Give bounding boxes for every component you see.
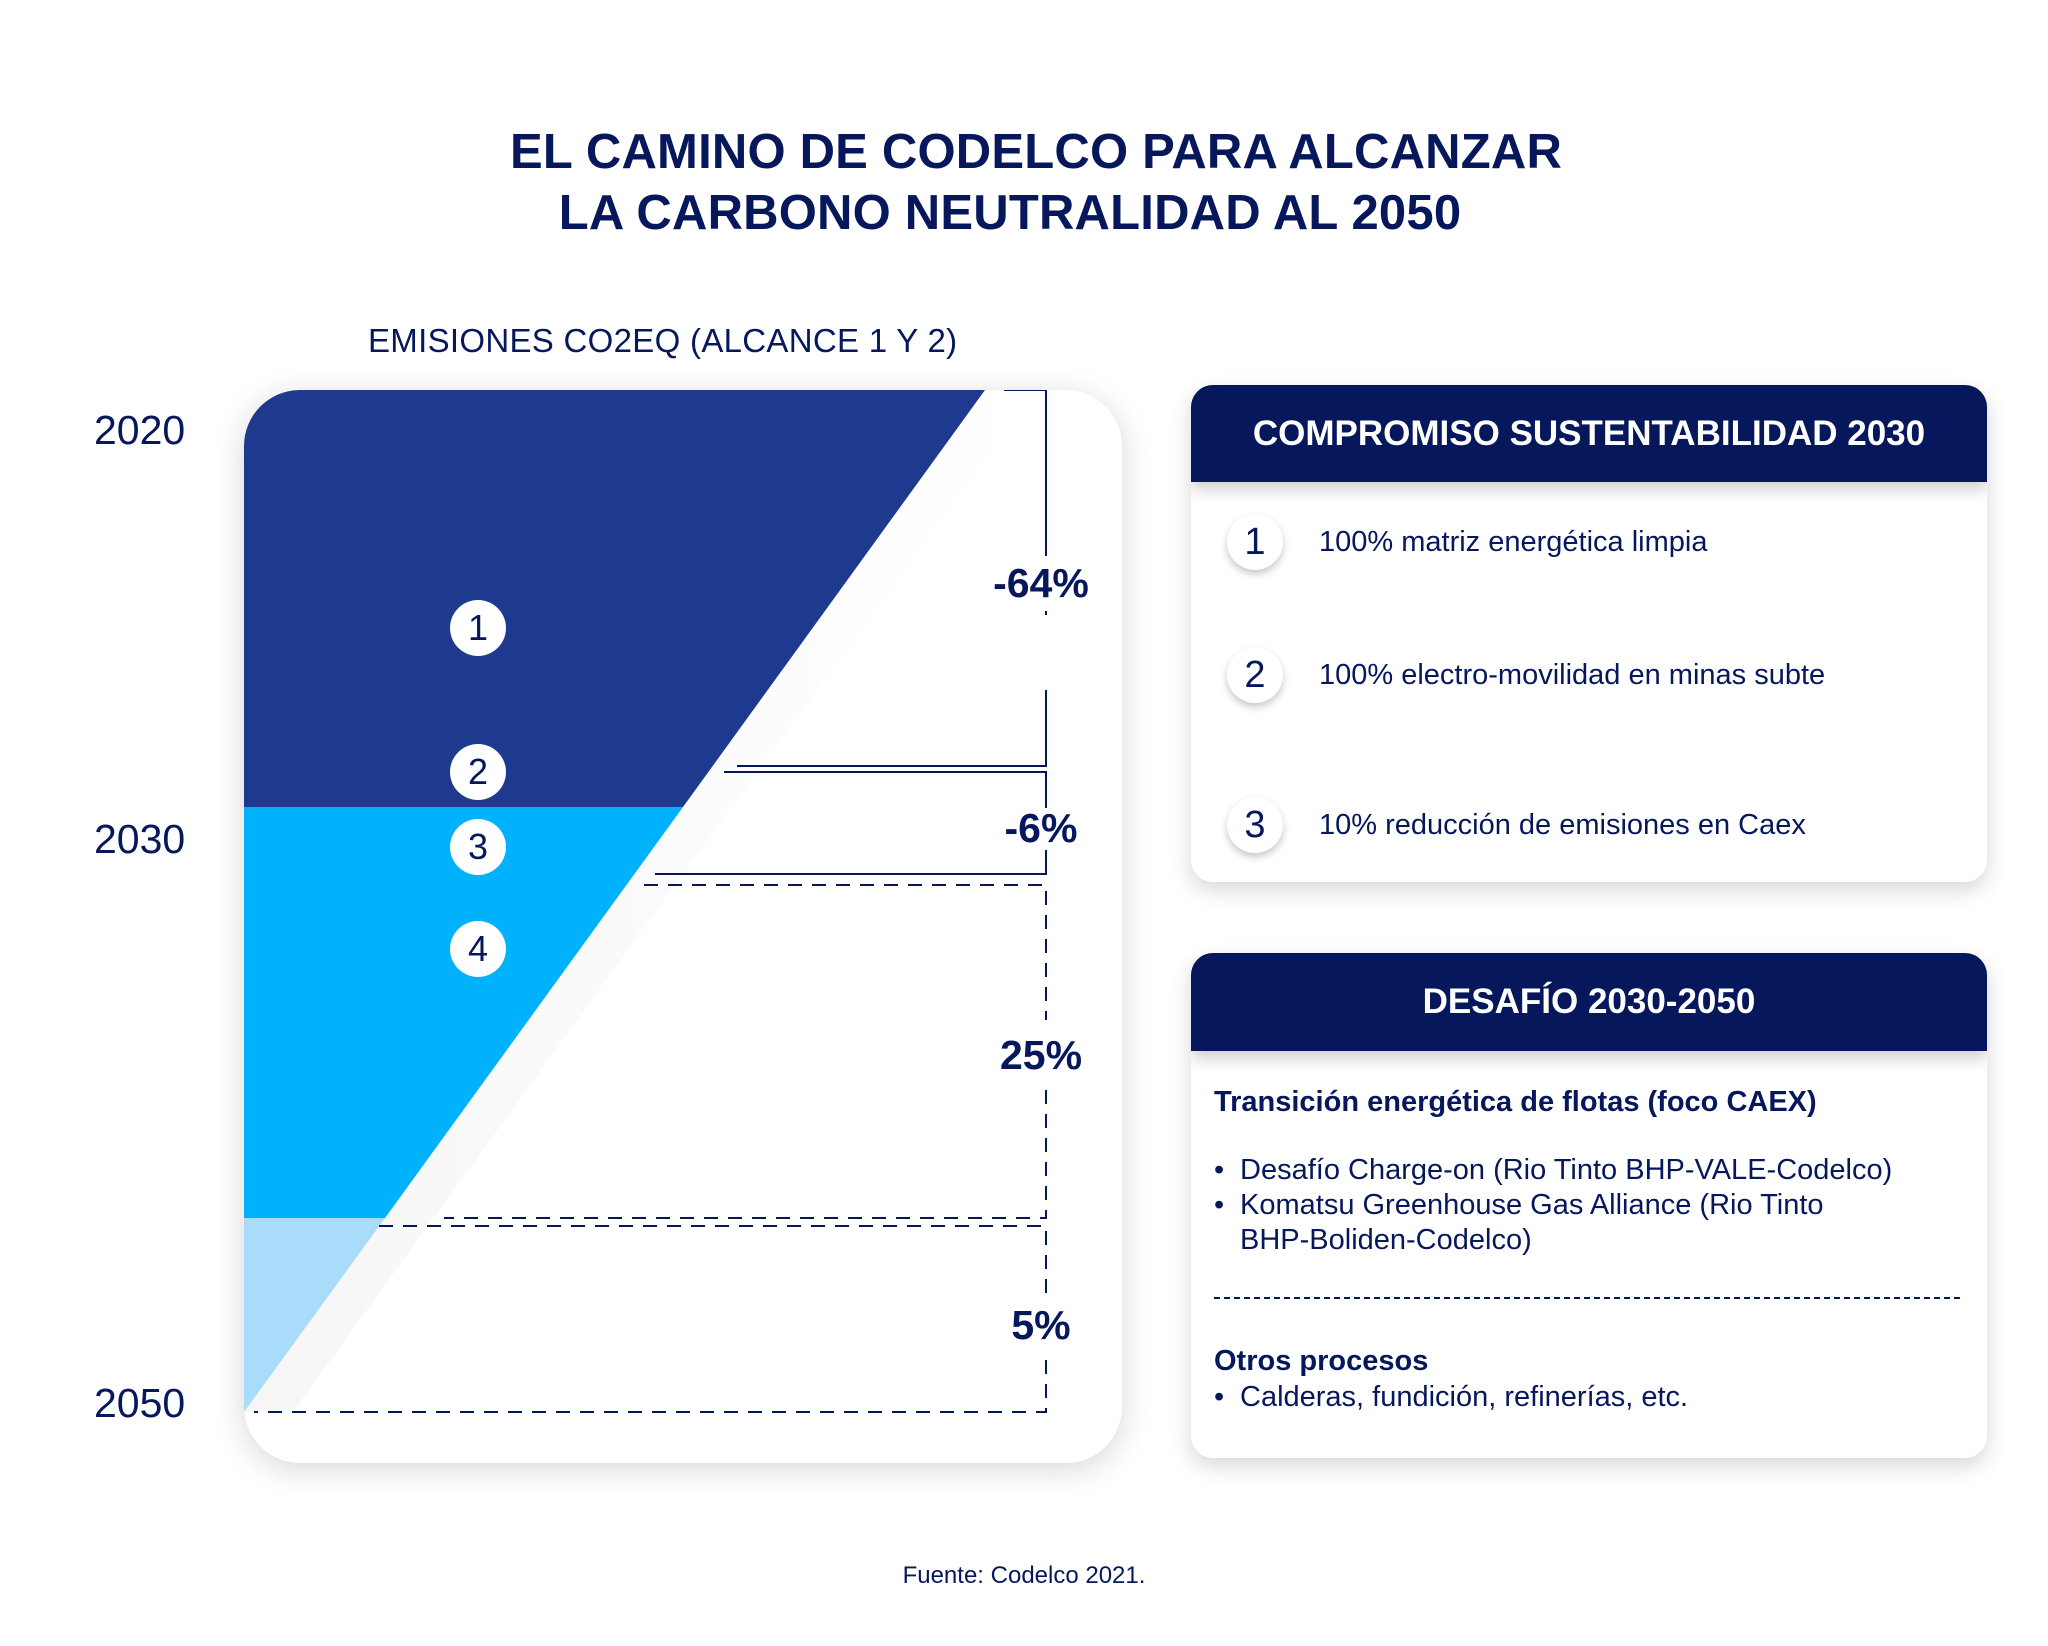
bullet-text: Komatsu Greenhouse Gas Alliance (Rio Tin… [1240,1189,1824,1256]
compromiso-item-2: 2 100% electro-movilidad en minas subte [1227,647,1825,703]
item-text-3: 10% reducción de emisiones en Caex [1319,808,1806,841]
section-title-transicion: Transición energética de flotas (foco CA… [1214,1086,1817,1118]
marker-3: 3 [450,819,506,875]
year-label-2050: 2050 [94,1380,186,1426]
dashed-separator [1214,1297,1960,1299]
pct-label-25: 25% [961,1028,1121,1083]
bullet-komatsu: • Komatsu Greenhouse Gas Alliance (Rio Ti… [1214,1188,1824,1258]
item-text-1: 100% matriz energética limpia [1319,525,1708,558]
bracket-64 [737,390,1047,767]
chart-label: EMISIONES CO2EQ (ALCANCE 1 Y 2) [368,322,958,359]
pct-label-6: -6% [1004,805,1078,851]
marker-4: 4 [450,921,506,977]
marker-1: 1 [450,600,506,656]
item-number-2: 2 [1227,647,1283,703]
marker-2: 2 [450,744,506,800]
bullet-icon: • [1214,1381,1225,1413]
page-title-line-1: EL CAMINO DE CODELCO PARA ALCANZAR [509,125,1563,179]
year-label-2030: 2030 [94,816,186,862]
desafio-card: DESAFÍO 2030-2050 Transición energética … [1191,953,1987,1458]
bullet-text: Desafío Charge-on (Rio Tinto BHP-VALE-Co… [1240,1154,1893,1186]
compromiso-item-3: 3 10% reducción de emisiones en Caex [1227,797,1806,853]
section-title-otros: Otros procesos [1214,1345,1429,1377]
year-label-2020: 2020 [94,407,186,453]
item-number-3: 3 [1227,797,1283,853]
bracket-5 [254,1225,1047,1413]
emissions-chart-card: 1 2 3 4 -64% -6% 25% 5% [244,390,1122,1463]
item-text-2: 100% electro-movilidad en minas subte [1319,658,1826,691]
bullet-calderas: • Calderas, fundición, refinerías, etc. [1214,1380,1688,1415]
bullet-icon: • [1214,1189,1225,1221]
page-title-line-2: LA CARBONO NEUTRALIDAD AL 2050 [558,186,1462,240]
bracket-6 [655,771,1047,875]
compromiso-card: COMPROMISO SUSTENTABILIDAD 2030 1 100% m… [1191,385,1987,882]
desafio-header: DESAFÍO 2030-2050 [1191,953,1987,1051]
band-2020-2030 [244,390,985,807]
compromiso-item-1: 1 100% matriz energética limpia [1227,514,1707,570]
bullet-charge-on: • Desafío Charge-on (Rio Tinto BHP-VALE-C… [1214,1153,1892,1188]
emissions-chart-graphic [244,390,1047,1413]
bullet-icon: • [1214,1154,1225,1186]
bullet-text: Calderas, fundición, refinerías, etc. [1240,1381,1689,1413]
source-note: Fuente: Codelco 2021. [902,1562,1146,1589]
item-number-1: 1 [1227,514,1283,570]
bracket-25 [444,884,1047,1219]
compromiso-header: COMPROMISO SUSTENTABILIDAD 2030 [1191,385,1987,482]
pct-label-5: 5% [961,1298,1121,1353]
pct-label-64: -64% [961,556,1121,611]
band-2030-2040 [244,807,683,1218]
